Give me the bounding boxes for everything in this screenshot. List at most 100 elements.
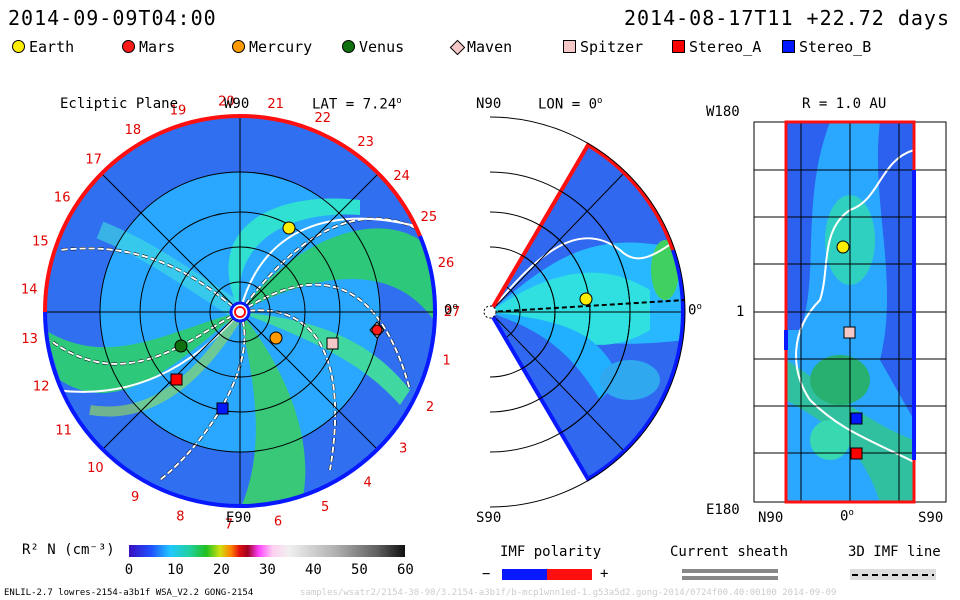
mercury-legend-icon (232, 40, 245, 53)
legend-item-spitzer: Spitzer (563, 38, 643, 56)
legend-label: Mercury (249, 38, 313, 56)
imf3d-title: 3D IMF line (848, 544, 941, 560)
current-sheath-title: Current sheath (670, 544, 789, 560)
carrington-label: 27 (444, 305, 461, 320)
carrington-label: 15 (32, 235, 49, 250)
carrington-label: 13 (21, 332, 38, 347)
legend-label: Spitzer (580, 38, 644, 56)
imf-polarity-title: IMF polarity (500, 544, 602, 560)
ecliptic-bottom-label: E90 (226, 510, 252, 526)
imf-minus-label: − (482, 566, 491, 582)
ecliptic-title: Ecliptic Plane (60, 96, 179, 112)
imf-positive-bar (547, 569, 592, 580)
stereo-b-marker-radial (850, 412, 863, 425)
carrington-label: 24 (393, 169, 410, 184)
colorbar-label: R² N (cm⁻³) (22, 542, 115, 558)
carrington-label: 14 (21, 283, 38, 298)
mars-legend-icon (122, 40, 135, 53)
object-legend: Earth Mars Mercury Venus Maven Spitzer Stereo_… (0, 36, 960, 60)
spitzer-marker-radial (843, 326, 856, 339)
venus-legend-icon (342, 40, 355, 53)
stereo-b-legend-icon (782, 40, 795, 53)
current-sheath-symbol (682, 569, 778, 573)
earth-legend-icon (12, 40, 25, 53)
colorbar-tick: 50 (351, 562, 368, 578)
carrington-label: 5 (321, 500, 329, 515)
meridional-top-label: N90 (476, 96, 502, 112)
meridional-plane-plot (483, 116, 686, 508)
meridional-right-label: 0o (688, 302, 702, 319)
stereo-a-legend-icon (672, 40, 685, 53)
carrington-label: 18 (125, 123, 142, 138)
legend-item-mars: Mars (122, 38, 175, 56)
legend-item-stereo-b: Stereo_B (782, 38, 871, 56)
carrington-label: 26 (438, 256, 455, 271)
radial-left-bottom: E180 (706, 502, 740, 518)
radial-left-mid: 1 (736, 304, 745, 320)
stereo-a-marker-radial (850, 447, 863, 460)
colorbar-tick: 10 (167, 562, 184, 578)
earth-marker-radial (836, 240, 850, 254)
legend-item-earth: Earth (12, 38, 74, 56)
earth-marker (282, 221, 296, 235)
ecliptic-top-label: W90 (224, 96, 250, 112)
carrington-label: 25 (421, 210, 438, 225)
carrington-label: 16 (54, 191, 71, 206)
footer-model-info: ENLIL-2.7 lowres-2154-a3b1f WSA_V2.2 GON… (4, 588, 254, 598)
radial-title: R = 1.0 AU (802, 96, 887, 112)
radial-left-top: W180 (706, 104, 740, 120)
legend-label: Venus (359, 38, 405, 56)
stereo-b-marker (216, 402, 229, 415)
spitzer-marker (326, 337, 339, 350)
colorbar-tick: 0 (124, 562, 134, 578)
footer-run-path: samples/wsatr2/2154-30-90/3.2154-a3b1f/b… (300, 588, 837, 598)
radial-bottom-right: S90 (918, 510, 944, 526)
legend-label: Maven (467, 38, 513, 56)
carrington-label: 22 (315, 111, 332, 126)
carrington-label: 23 (357, 135, 374, 150)
ecliptic-right-label: 0o (444, 302, 458, 319)
carrington-label: 1 (442, 354, 450, 369)
legend-label: Stereo_A (689, 38, 762, 56)
legend-item-venus: Venus (342, 38, 404, 56)
meridional-bottom-label: S90 (476, 510, 502, 526)
carrington-label: 21 (267, 97, 284, 112)
carrington-label: 20 (218, 94, 235, 109)
carrington-label: 12 (33, 380, 50, 395)
colorbar-tick: 60 (397, 562, 414, 578)
carrington-label: 2 (426, 400, 434, 415)
carrington-label: 4 (363, 475, 371, 490)
legend-item-mercury: Mercury (232, 38, 312, 56)
mars-marker (371, 324, 383, 336)
colorbar-tick: 30 (259, 562, 276, 578)
imf-negative-bar (502, 569, 547, 580)
carrington-label: 10 (87, 461, 104, 476)
colorbar-tick: 20 (213, 562, 230, 578)
stereo-a-marker (170, 373, 183, 386)
earth-marker-meridional (579, 292, 593, 306)
radial-map-plot (753, 120, 947, 504)
legend-label: Stereo_B (799, 38, 872, 56)
longitude-label: LON = 0o (538, 96, 603, 113)
carrington-label: 17 (85, 153, 102, 168)
carrington-label: 19 (170, 103, 187, 118)
elapsed-time: 2014-08-17T11 +22.72 days (623, 6, 950, 30)
start-time: 2014-09-09T04:00 (8, 6, 217, 30)
legend-item-maven: Maven (449, 38, 513, 56)
legend-label: Earth (29, 38, 75, 56)
imf-plus-label: + (600, 566, 609, 582)
spitzer-legend-icon (563, 40, 576, 53)
colorbar-tick: 40 (305, 562, 322, 578)
carrington-label: 7 (225, 518, 233, 533)
legend-item-stereo-a: Stereo_A (672, 38, 761, 56)
carrington-label: 3 (399, 441, 407, 456)
carrington-label: 6 (274, 515, 282, 530)
carrington-label: 11 (55, 424, 72, 439)
density-colorbar (129, 545, 405, 557)
radial-bottom-left: N90 (758, 510, 784, 526)
carrington-label: 8 (176, 509, 184, 524)
latitude-label: LAT = 7.24o (312, 96, 402, 113)
